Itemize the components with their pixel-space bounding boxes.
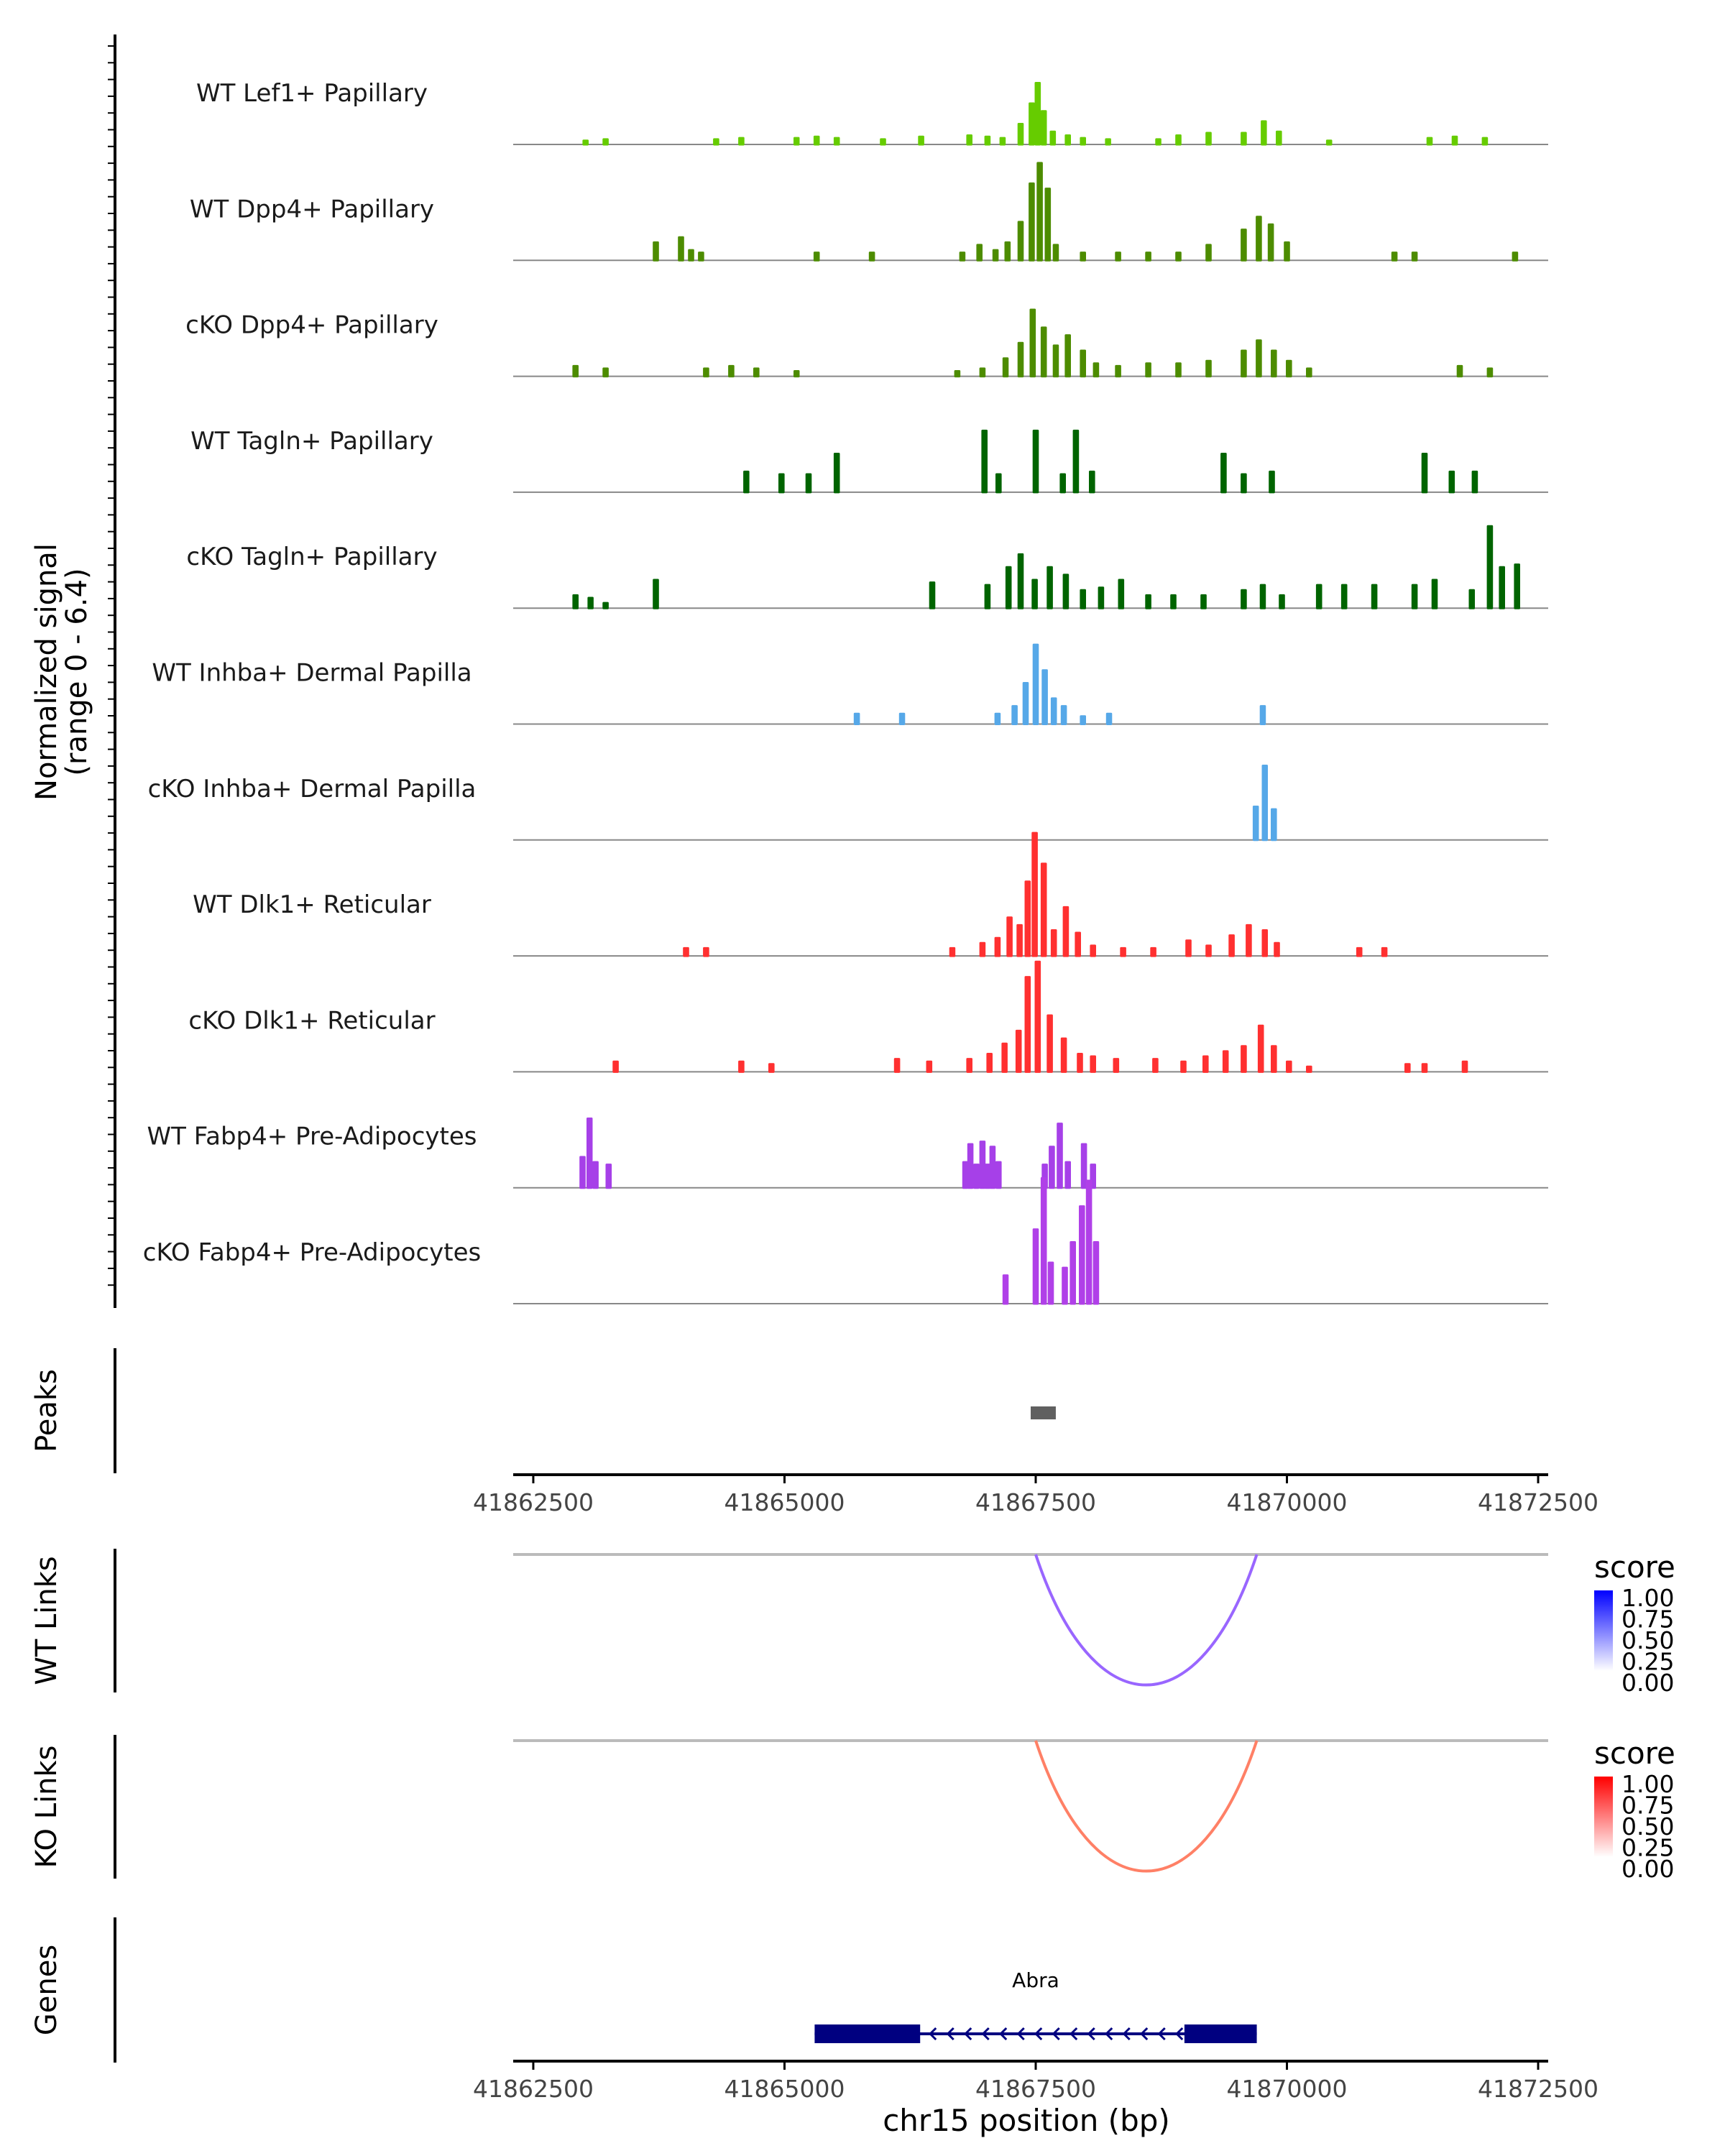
- coverage-track: WT Tagln+ Papillary: [190, 427, 1548, 494]
- coverage-track: WT Inhba+ Dermal Papilla: [152, 643, 1548, 725]
- coverage-track: cKO Inhba+ Dermal Papilla: [148, 765, 1548, 842]
- coverage-area: [579, 1118, 1096, 1189]
- coverage-area: [612, 960, 1468, 1073]
- x-tick-label: 41865000: [724, 1488, 845, 1516]
- strand-arrow: [1157, 2027, 1166, 2041]
- genes-label: Genes: [30, 1945, 63, 2035]
- link-arc: [1034, 1740, 1259, 1873]
- x-axis-bottom: 41862500 41865000 41867500 41870000 41872500: [473, 2060, 1598, 2103]
- strand-arrow: [1052, 2027, 1060, 2041]
- strand-arrow: [1087, 2027, 1095, 2041]
- coverage-area: [683, 831, 1388, 957]
- coverage-track: cKO Dpp4+ Papillary: [185, 308, 1548, 378]
- links-label: WT Links: [30, 1556, 63, 1685]
- track-label: WT Dpp4+ Papillary: [190, 195, 434, 224]
- coverage-area: [1002, 1176, 1100, 1305]
- track-label: WT Lef1+ Papillary: [196, 79, 428, 108]
- peaks-track: [1031, 1406, 1056, 1419]
- track-label: cKO Inhba+ Dermal Papilla: [148, 775, 477, 803]
- legend-tick-label: 0.00: [1622, 1669, 1674, 1697]
- x-axis-title: chr15 position (bp): [883, 2103, 1170, 2138]
- x-tick-label: 41870000: [1227, 1488, 1348, 1516]
- legend-tick-label: 0.25: [1622, 1648, 1674, 1676]
- legend-tick-label: 0.75: [1622, 1792, 1674, 1820]
- legend-title: score: [1594, 1736, 1675, 1771]
- legend-tick-label: 0.50: [1622, 1626, 1674, 1654]
- legend-tick-label: 0.25: [1622, 1834, 1674, 1862]
- coverage-track: cKO Fabp4+ Pre-Adipocytes: [143, 1176, 1548, 1305]
- track-label: WT Tagln+ Papillary: [190, 427, 433, 456]
- strand-arrow: [1175, 2027, 1184, 2041]
- legend-tick-label: 0.00: [1622, 1855, 1674, 1883]
- gene: Abra: [814, 1968, 1257, 2043]
- genes-track: Abra: [814, 1968, 1257, 2043]
- strand-arrow: [964, 2027, 972, 2041]
- x-axis-top: 41862500 41865000 41867500 41870000 41872500: [473, 1473, 1598, 1516]
- track-label: WT Fabp4+ Pre-Adipocytes: [147, 1123, 477, 1151]
- x-tick-label: 41867500: [975, 2075, 1096, 2103]
- legend-colorbar: [1594, 1777, 1613, 1857]
- legend-tick-label: 1.00: [1622, 1584, 1674, 1612]
- gene-name: Abra: [1012, 1968, 1059, 1992]
- coverage-track: cKO Dlk1+ Reticular: [188, 960, 1548, 1073]
- gene-exon: [1184, 2024, 1257, 2043]
- links-label: KO Links: [30, 1746, 63, 1869]
- x-tick-label: 41872500: [1478, 2075, 1598, 2103]
- coverage-area: [853, 643, 1266, 725]
- track-label: WT Dlk1+ Reticular: [193, 890, 431, 919]
- legend-colorbar: [1594, 1590, 1613, 1671]
- legend-title: score: [1594, 1549, 1675, 1585]
- track-label: cKO Tagln+ Papillary: [186, 543, 437, 571]
- legend-tick-label: 1.00: [1622, 1770, 1674, 1798]
- peaks-label: Peaks: [30, 1369, 63, 1452]
- x-tick-label: 41862500: [473, 2075, 594, 2103]
- strand-arrow: [929, 2027, 937, 2041]
- x-tick-label: 41870000: [1227, 2075, 1348, 2103]
- strand-arrow: [1122, 2027, 1131, 2041]
- coverage-area: [572, 525, 1520, 609]
- coverage-ylabel-line2: (range 0 - 6.4): [60, 568, 93, 775]
- track-label: cKO Fabp4+ Pre-Adipocytes: [143, 1238, 482, 1267]
- coverage-tracks: WT Lef1+ Papillary WT Dpp4+ Papillary cKO …: [143, 79, 1548, 1305]
- coverage-area: [743, 429, 1478, 494]
- peak-region: [1031, 1406, 1056, 1419]
- strand-arrow: [1016, 2027, 1025, 2041]
- gene-exon: [814, 2024, 921, 2043]
- coverage-track: WT Dlk1+ Reticular: [193, 831, 1548, 957]
- track-label: WT Inhba+ Dermal Papilla: [152, 659, 472, 688]
- x-tick-label: 41867500: [975, 1488, 1096, 1516]
- coverage-track: cKO Tagln+ Papillary: [186, 525, 1548, 609]
- coverage-track: WT Dpp4+ Papillary: [190, 162, 1548, 262]
- link-arc: [1034, 1554, 1259, 1687]
- legend-tick-label: 0.75: [1622, 1606, 1674, 1634]
- x-tick-label: 41865000: [724, 2075, 845, 2103]
- coverage-ylabel-line1: Normalized signal: [30, 543, 63, 801]
- coverage-y-axis: [108, 34, 116, 1308]
- coverage-area: [1252, 765, 1277, 842]
- x-tick-label: 41872500: [1478, 1488, 1598, 1516]
- strand-arrow: [1034, 2027, 1043, 2041]
- track-label: cKO Dpp4+ Papillary: [185, 311, 438, 340]
- coverage-track: WT Lef1+ Papillary: [196, 79, 1548, 146]
- coverage-area: [582, 82, 1489, 146]
- coverage-area: [653, 162, 1519, 262]
- coverage-area: [572, 308, 1494, 378]
- strand-arrow: [1070, 2027, 1078, 2041]
- x-tick-label: 41862500: [473, 1488, 594, 1516]
- strand-arrow: [1105, 2027, 1113, 2041]
- strand-arrow: [999, 2027, 1008, 2041]
- track-label: cKO Dlk1+ Reticular: [188, 1006, 435, 1035]
- strand-arrow: [981, 2027, 990, 2041]
- strand-arrow: [1140, 2027, 1149, 2041]
- legend-tick-label: 0.50: [1622, 1812, 1674, 1841]
- strand-arrow: [946, 2027, 954, 2041]
- coverage-track: WT Fabp4+ Pre-Adipocytes: [147, 1118, 1548, 1189]
